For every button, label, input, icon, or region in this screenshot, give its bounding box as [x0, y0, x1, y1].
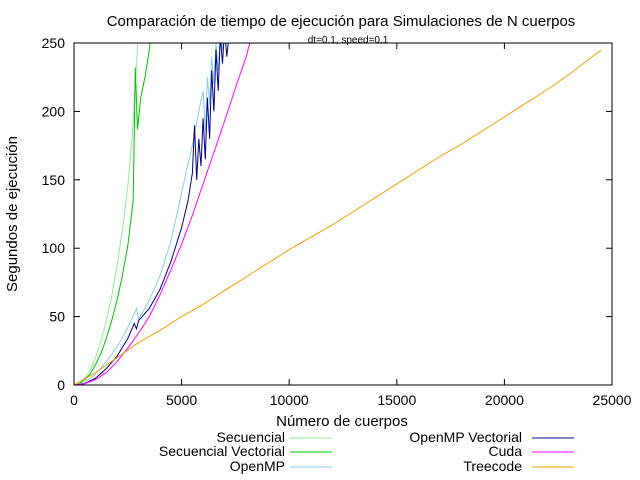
chart-title: Comparación de tiempo de ejecución para … [107, 13, 576, 30]
legend-label-6: Treecode [463, 458, 522, 474]
y-tick-label: 200 [42, 103, 66, 119]
series-line-2 [74, 43, 151, 385]
series-line-3 [74, 43, 224, 385]
x-tick-label: 15000 [377, 392, 416, 408]
chart-subtitle: dt=0.1, speed=0.1 [308, 35, 389, 46]
x-tick-label: 5000 [166, 392, 197, 408]
y-tick-label: 0 [57, 377, 65, 393]
y-axis-label: Segundos de ejecución [4, 136, 21, 292]
plot-frame [73, 42, 613, 386]
axes: 0 5000 10000 15000 20000 25000 0 50 100 150 200 250 [42, 35, 632, 408]
x-tick-label: 10000 [270, 392, 309, 408]
legend-label-4: OpenMP Vectorial [409, 429, 522, 445]
plot-lines [74, 43, 602, 385]
x-tick-label: 20000 [485, 392, 524, 408]
x-tick-label: 25000 [593, 392, 632, 408]
y-tick-label: 150 [42, 172, 66, 188]
series-line-5 [74, 43, 251, 385]
x-axis-label: Número de cuerpos [276, 413, 408, 430]
x-tick-label: 0 [70, 392, 78, 408]
series-line-4 [74, 43, 229, 385]
y-tick-label: 250 [42, 35, 66, 51]
series-line-1 [74, 43, 139, 385]
legend-label-1: Secuencial [217, 429, 286, 445]
legend-label-5: Cuda [489, 443, 523, 459]
y-tick-label: 50 [49, 309, 65, 325]
y-tick-label: 100 [42, 240, 66, 256]
series-line-6 [74, 49, 602, 385]
legend-label-2: Secuencial Vectorial [159, 443, 285, 459]
legend-label-3: OpenMP [230, 458, 285, 474]
